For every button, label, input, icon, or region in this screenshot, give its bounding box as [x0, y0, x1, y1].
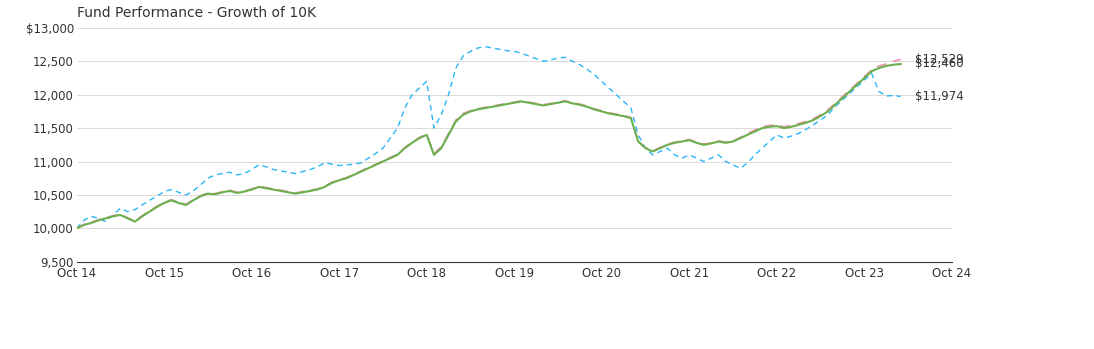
Text: $12,529: $12,529	[916, 53, 964, 66]
Fund	[697, 143, 710, 147]
Line: Markit iBoxx® USD Liquid Investment Grade 0-5 Index: Markit iBoxx® USD Liquid Investment Grad…	[77, 59, 900, 228]
Line: Fund: Fund	[77, 64, 900, 228]
Fund	[70, 226, 83, 230]
Bloomberg U.S. Universal Index	[303, 168, 316, 172]
Bloomberg U.S. Universal Index	[609, 92, 622, 97]
Markit iBoxx® USD Liquid Investment Grade 0-5 Index	[603, 111, 616, 115]
Markit iBoxx® USD Liquid Investment Grade 0-5 Index	[165, 198, 178, 202]
Text: $11,974: $11,974	[916, 90, 964, 103]
Bloomberg U.S. Universal Index	[165, 187, 178, 192]
Bloomberg U.S. Universal Index	[391, 126, 404, 130]
Bloomberg U.S. Universal Index	[70, 226, 83, 230]
Markit iBoxx® USD Liquid Investment Grade 0-5 Index	[70, 226, 83, 230]
Line: Bloomberg U.S. Universal Index: Bloomberg U.S. Universal Index	[77, 47, 900, 228]
Fund	[296, 190, 310, 194]
Bloomberg U.S. Universal Index	[296, 170, 310, 174]
Fund	[894, 62, 907, 66]
Markit iBoxx® USD Liquid Investment Grade 0-5 Index	[894, 57, 907, 61]
Text: Fund Performance - Growth of 10K: Fund Performance - Growth of 10K	[77, 6, 315, 20]
Bloomberg U.S. Universal Index	[478, 45, 491, 49]
Text: $12,460: $12,460	[916, 58, 964, 70]
Markit iBoxx® USD Liquid Investment Grade 0-5 Index	[697, 142, 710, 146]
Fund	[303, 189, 316, 193]
Bloomberg U.S. Universal Index	[894, 94, 907, 98]
Markit iBoxx® USD Liquid Investment Grade 0-5 Index	[303, 188, 316, 192]
Fund	[165, 198, 178, 202]
Markit iBoxx® USD Liquid Investment Grade 0-5 Index	[391, 152, 404, 156]
Markit iBoxx® USD Liquid Investment Grade 0-5 Index	[296, 190, 310, 194]
Fund	[391, 153, 404, 157]
Bloomberg U.S. Universal Index	[705, 156, 718, 160]
Fund	[603, 111, 616, 116]
